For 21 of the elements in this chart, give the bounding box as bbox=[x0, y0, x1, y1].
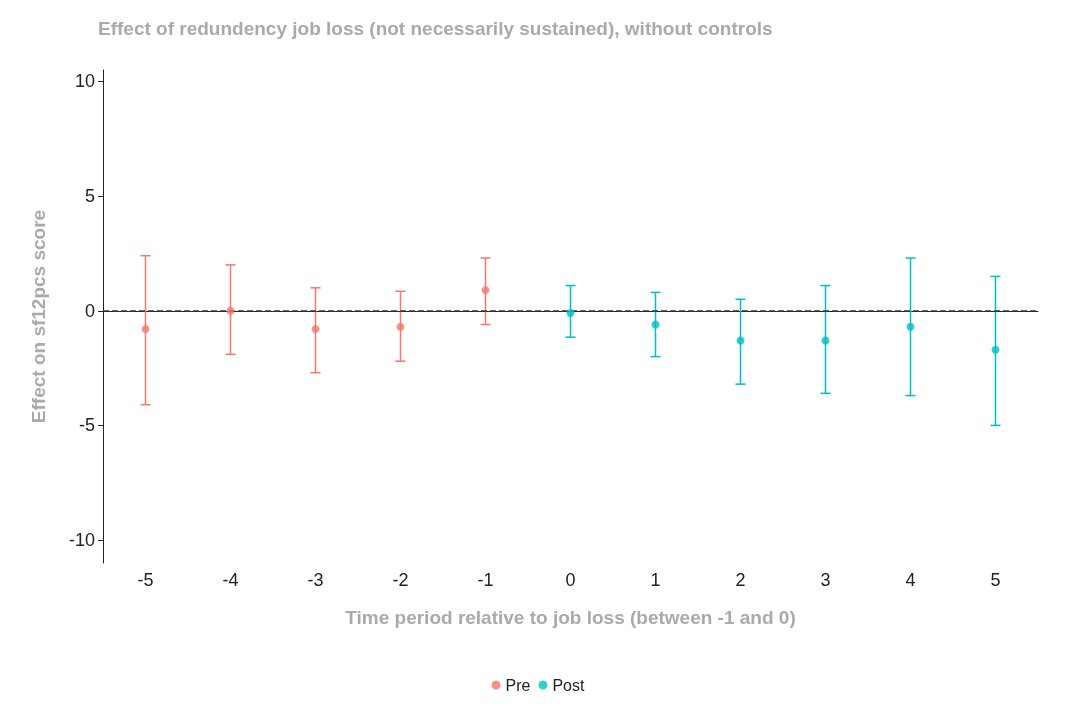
y-axis-title: Effect on sf12pcs score bbox=[28, 209, 49, 424]
x-axis-title: Time period relative to job loss (between -1 and 0) bbox=[345, 607, 796, 628]
x-tick-label: -3 bbox=[307, 570, 324, 590]
x-tick-label: -5 bbox=[137, 570, 154, 590]
chart-title: Effect of redundency job loss (not necessarily sustained), without controls bbox=[98, 18, 773, 39]
x-tick-label: 2 bbox=[735, 570, 746, 590]
x-tick-label: 1 bbox=[650, 570, 661, 590]
legend-label: Pre bbox=[505, 676, 531, 694]
x-tick-label: -4 bbox=[222, 570, 239, 590]
y-tick-label: 5 bbox=[84, 186, 95, 207]
x-tick-label: 0 bbox=[565, 570, 576, 590]
legend-label: Post bbox=[552, 676, 586, 694]
x-tick-label: -2 bbox=[392, 570, 409, 590]
x-tick-label: 5 bbox=[990, 570, 1001, 590]
x-tick-label: 4 bbox=[905, 570, 916, 590]
y-tick-label: 10 bbox=[74, 71, 95, 92]
y-tick-label: -5 bbox=[78, 415, 95, 436]
y-tick-label: -10 bbox=[68, 530, 95, 551]
x-tick-label: 3 bbox=[820, 570, 831, 590]
x-tick-label: -1 bbox=[477, 570, 494, 590]
y-tick-label: 0 bbox=[84, 300, 95, 321]
